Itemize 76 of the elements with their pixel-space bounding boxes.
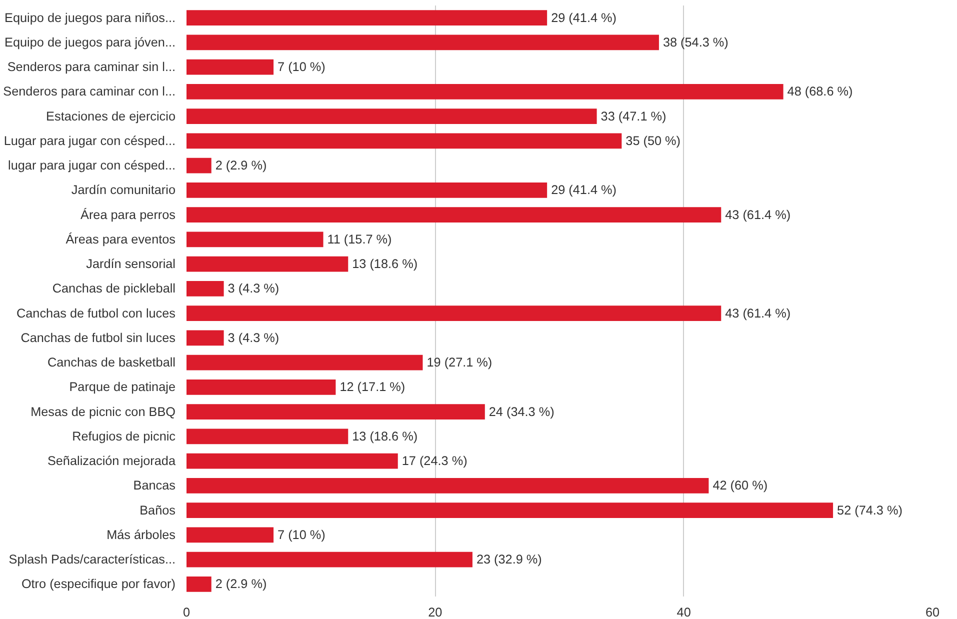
data-label: 23 (32.9 %) xyxy=(476,552,542,567)
bar xyxy=(186,502,834,518)
y-tick-label: Splash Pads/características... xyxy=(8,552,176,567)
data-label: 13 (18.6 %) xyxy=(352,429,418,444)
y-tick-label: Señalización mejorada xyxy=(47,454,176,468)
x-tick-label: 0 xyxy=(182,606,190,619)
bar xyxy=(186,380,336,395)
y-tick-label: Canchas de pickleball xyxy=(52,282,176,296)
bar xyxy=(186,527,274,543)
y-tick-label: Canchas de futbol con luces xyxy=(16,306,176,320)
data-label: 11 (15.7 %) xyxy=(327,232,392,246)
data-label: 13 (18.6 %) xyxy=(352,257,418,272)
y-tick-label: lugar para jugar con césped... xyxy=(8,158,176,173)
data-label: 2 (2.9 %) xyxy=(215,577,267,592)
y-tick-label: Canchas de futbol sin luces xyxy=(20,330,176,345)
data-label: 35 (50 %) xyxy=(626,134,681,148)
data-label: 7 (10 %) xyxy=(278,60,326,74)
data-label: 29 (41.4 %) xyxy=(551,10,617,25)
bar xyxy=(186,306,722,321)
y-tick-label: Jardín comunitario xyxy=(71,183,176,198)
data-label: 17 (24.3 %) xyxy=(402,454,468,468)
data-label: 48 (68.6 %) xyxy=(787,84,853,99)
y-tick-label: Bancas xyxy=(133,478,176,493)
data-label: 33 (47.1 %) xyxy=(600,109,666,124)
data-label: 52 (74.3 %) xyxy=(837,503,902,518)
bar xyxy=(186,354,423,370)
bar xyxy=(186,453,398,469)
y-tick-label: Jardín sensorial xyxy=(86,257,176,272)
data-label: 2 (2.9 %) xyxy=(215,158,267,173)
x-tick-label: 60 xyxy=(925,606,940,619)
bar xyxy=(186,59,274,75)
data-label: 42 (60 %) xyxy=(712,478,768,493)
y-tick-label: Canchas de basketball xyxy=(47,356,176,370)
y-tick-label: Senderos para caminar con l... xyxy=(3,84,176,99)
x-tick-label: 40 xyxy=(676,606,691,619)
bar xyxy=(186,34,659,50)
bar xyxy=(186,108,597,124)
bar xyxy=(186,478,709,494)
data-label: 43 (61.4 %) xyxy=(725,208,791,222)
bar xyxy=(186,182,548,198)
data-label: 29 (41.4 %) xyxy=(551,183,617,198)
bar xyxy=(186,330,224,346)
data-label: 12 (17.1 %) xyxy=(340,380,406,394)
data-label: 3 (4.3 %) xyxy=(228,282,280,296)
bar xyxy=(186,10,548,26)
y-tick-label: Estaciones de ejercicio xyxy=(46,109,176,124)
y-tick-label: Baños xyxy=(140,503,176,518)
y-tick-label: Lugar para jugar con césped... xyxy=(4,134,176,148)
bar xyxy=(186,281,224,296)
y-tick-label: Senderos para caminar sin l... xyxy=(7,60,176,74)
y-tick-label: Más árboles xyxy=(106,528,176,542)
bar xyxy=(186,256,348,272)
x-tick-label: 20 xyxy=(428,606,442,619)
data-label: 43 (61.4 %) xyxy=(725,306,791,320)
y-tick-label: Área para perros xyxy=(80,208,176,222)
bar xyxy=(186,133,622,149)
bar xyxy=(186,404,485,420)
bar xyxy=(186,552,472,568)
data-label: 3 (4.3 %) xyxy=(228,330,280,345)
y-tick-label: Equipo de juegos para jóven... xyxy=(4,35,176,50)
bar xyxy=(186,207,722,222)
bar xyxy=(186,158,212,174)
bar xyxy=(186,428,348,444)
y-tick-label: Refugios de picnic xyxy=(72,429,176,444)
bar xyxy=(186,576,212,592)
y-tick-label: Parque de patinaje xyxy=(69,380,176,394)
bar xyxy=(186,84,784,100)
data-label: 38 (54.3 %) xyxy=(662,35,728,50)
bar xyxy=(186,232,324,248)
y-tick-label: Áreas para eventos xyxy=(66,232,176,246)
y-tick-label: Mesas de picnic con BBQ xyxy=(30,404,176,419)
data-label: 7 (10 %) xyxy=(278,528,326,542)
y-tick-label: Equipo de juegos para niños... xyxy=(4,10,176,25)
data-label: 24 (34.3 %) xyxy=(488,404,554,419)
y-tick-label: Otro (especifique por favor) xyxy=(21,577,176,592)
data-label: 19 (27.1 %) xyxy=(426,356,492,370)
